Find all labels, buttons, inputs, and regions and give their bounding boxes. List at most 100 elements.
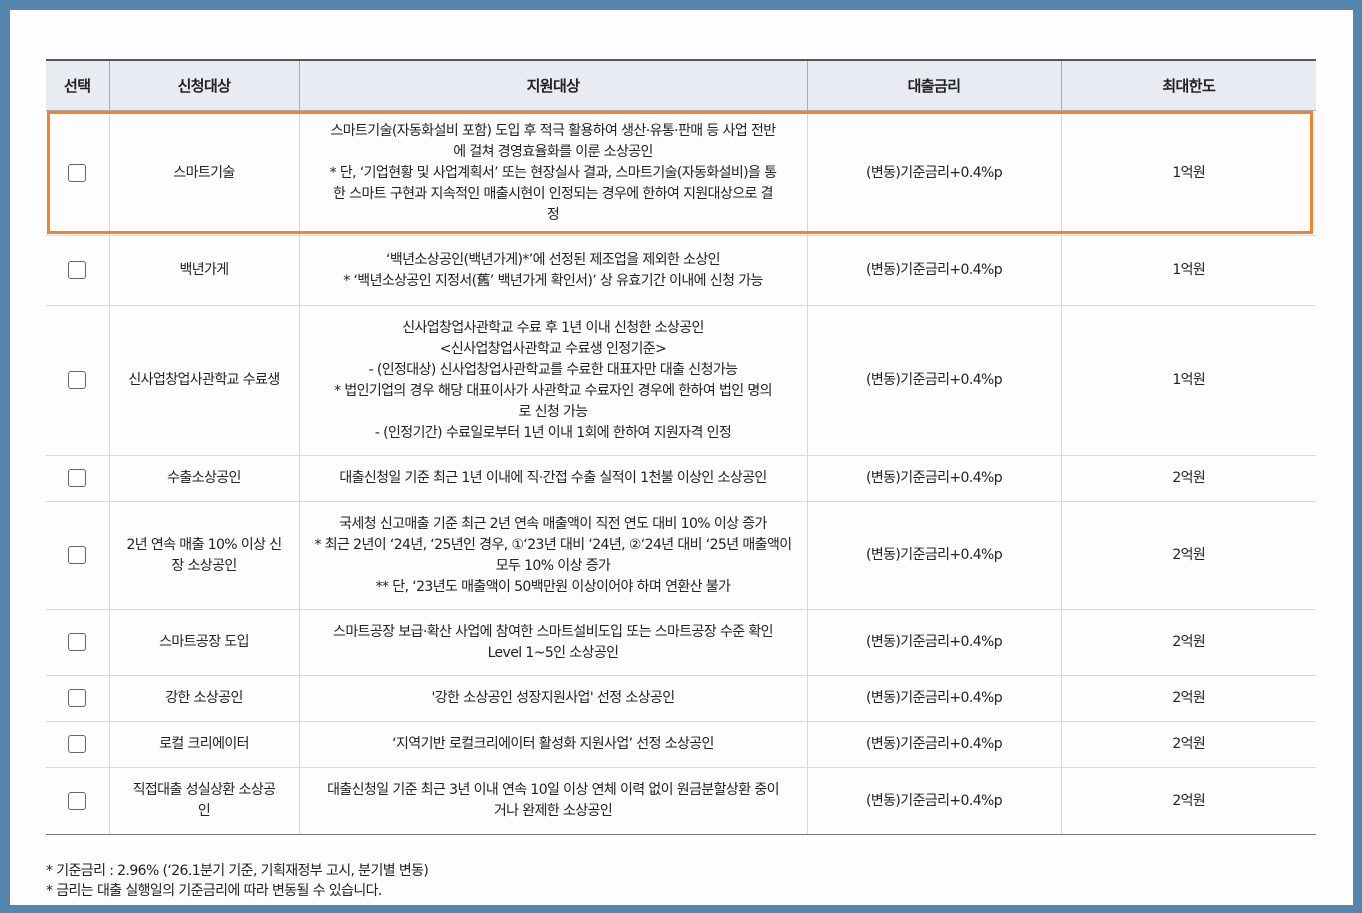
target-cell: 수출소상공인: [108, 455, 299, 502]
desc-line: 에 걸쳐 경영효율화를 이룬 소상공인: [453, 143, 653, 160]
select-cell: [46, 767, 109, 835]
desc-line: - (인정기간) 수료일로부터 1년 이내 1회에 한하여 지원자격 인정: [374, 424, 732, 441]
eligibility-cell: ‘백년소상공인(백년가게)*’에 선정된 제조업을 제외한 소상인 * ‘백년소상…: [298, 235, 807, 306]
desc-line: 로 신청 가능: [518, 403, 588, 420]
eligibility-cell: 대출신청일 기준 최근 1년 이내에 직·간접 수출 실적이 1천불 이상인 소…: [298, 455, 807, 502]
header-target: 신청대상: [108, 59, 299, 111]
row-checkbox[interactable]: [68, 469, 87, 487]
eligibility-cell: 스마트기술(자동화설비 포함) 도입 후 적극 활용하여 생산·유통·판매 등 …: [298, 110, 807, 236]
limit-cell: 2억원: [1060, 767, 1316, 835]
select-cell: [46, 110, 109, 236]
row-checkbox[interactable]: [68, 546, 87, 564]
header-eligibility: 지원대상: [298, 59, 807, 111]
row-checkbox[interactable]: [68, 689, 87, 707]
limit-cell: 2억원: [1060, 501, 1316, 610]
eligibility-cell: 대출신청일 기준 최근 3년 이내 연속 10일 이상 연체 이력 없이 원금분…: [298, 767, 807, 835]
desc-line: 신사업창업사관학교 수료 후 1년 이내 신청한 소상공인: [402, 319, 704, 336]
row-checkbox[interactable]: [68, 163, 87, 182]
desc-line: <신사업창업사관학교 수료생 인정기준>: [439, 340, 667, 357]
rate-cell: (변동)기준금리+0.4%p: [806, 501, 1061, 610]
table-row: 백년가게 ‘백년소상공인(백년가게)*’에 선정된 제조업을 제외한 소상인 * …: [46, 235, 1316, 306]
eligibility-cell: 스마트공장 보급·확산 사업에 참여한 스마트설비도입 또는 스마트공장 수준 …: [298, 609, 807, 676]
target-line: 신사업창업사관학교 수료생: [128, 372, 280, 388]
table-header: 선택 신청대상 지원대상 대출금리 최대한도: [46, 59, 1316, 111]
limit-cell: 1억원: [1060, 110, 1316, 236]
limit-cell: 2억원: [1060, 609, 1316, 676]
select-cell: [46, 721, 109, 768]
target-line: 스마트공장 도입: [159, 634, 249, 650]
desc-line: 스마트공장 보급·확산 사업에 참여한 스마트설비도입 또는 스마트공장 수준 …: [333, 623, 773, 640]
limit-cell: 1억원: [1060, 235, 1316, 306]
select-cell: [46, 455, 109, 502]
desc-line: 대출신청일 기준 최근 3년 이내 연속 10일 이상 연체 이력 없이 원금분…: [327, 782, 779, 798]
desc-line: ** 단, ‘23년도 매출액이 50백만원 이상이어야 하며 연환산 불가: [375, 578, 731, 595]
target-line: 강한 소상공인: [165, 690, 243, 706]
table-row: 신사업창업사관학교 수료생 신사업창업사관학교 수료 후 1년 이내 신청한 소…: [46, 305, 1316, 456]
target-line: 스마트기술: [173, 164, 235, 181]
limit-cell: 2억원: [1060, 455, 1316, 502]
eligibility-cell: '강한 소상공인 성장지원사업' 선정 소상공인: [298, 675, 807, 722]
header-limit: 최대한도: [1060, 59, 1316, 111]
rate-cell: (변동)기준금리+0.4%p: [806, 110, 1061, 236]
table-row: 강한 소상공인 '강한 소상공인 성장지원사업' 선정 소상공인 (변동)기준금…: [46, 675, 1316, 722]
row-checkbox[interactable]: [68, 633, 87, 651]
limit-cell: 2억원: [1060, 675, 1316, 722]
select-cell: [46, 609, 109, 676]
desc-line: * 단, ‘기업현황 및 사업계획서’ 또는 현장실사 결과, 스마트기술(자동…: [329, 164, 777, 181]
target-line: 인: [197, 803, 211, 819]
desc-line: 모두 10% 이상 증가: [495, 557, 611, 574]
loan-target-table: 선택 신청대상 지원대상 대출금리 최대한도 스마트기술 스마트기술(자동화설비…: [46, 59, 1316, 835]
select-cell: [46, 675, 109, 722]
footnote-rate-change: * 금리는 대출 실행일의 기준금리에 따라 변동될 수 있습니다.: [46, 883, 382, 899]
table-row: 수출소상공인 대출신청일 기준 최근 1년 이내에 직·간접 수출 실적이 1천…: [46, 455, 1316, 502]
desc-line: * 법인기업의 경우 해당 대표이사가 사관학교 수료자인 경우에 한하여 법인…: [334, 382, 772, 399]
desc-line: ‘백년소상공인(백년가게)*’에 선정된 제조업을 제외한 소상인: [386, 251, 721, 268]
desc-line: 정: [546, 206, 560, 223]
rate-cell: (변동)기준금리+0.4%p: [806, 305, 1061, 456]
row-checkbox[interactable]: [68, 791, 87, 810]
target-line: 2년 연속 매출 10% 이상 신: [126, 536, 282, 553]
target-cell: 신사업창업사관학교 수료생: [108, 305, 299, 456]
target-cell: 로컬 크리에이터: [108, 721, 299, 768]
eligibility-cell: 국세청 신고매출 기준 최근 2년 연속 매출액이 직전 연도 대비 10% 이…: [298, 501, 807, 610]
desc-line: - (인정대상) 신사업창업사관학교를 수료한 대표자만 대출 신청가능: [368, 361, 738, 378]
desc-line: 거나 완제한 소상공인: [493, 803, 613, 819]
table-row: 스마트기술 스마트기술(자동화설비 포함) 도입 후 적극 활용하여 생산·유통…: [46, 110, 1316, 236]
row-checkbox[interactable]: [68, 261, 87, 279]
rate-cell: (변동)기준금리+0.4%p: [806, 235, 1061, 306]
desc-line: 대출신청일 기준 최근 1년 이내에 직·간접 수출 실적이 1천불 이상인 소…: [339, 470, 767, 486]
header-select: 선택: [46, 59, 109, 111]
footnote-base-rate: * 기준금리 : 2.96% (‘26.1분기 기준, 기획재정부 고시, 분기…: [46, 863, 429, 879]
target-line: 직접대출 성실상환 소상공: [132, 782, 276, 798]
desc-line: 스마트기술(자동화설비 포함) 도입 후 적극 활용하여 생산·유통·판매 등 …: [330, 122, 776, 139]
rate-cell: (변동)기준금리+0.4%p: [806, 609, 1061, 676]
target-cell: 스마트공장 도입: [108, 609, 299, 676]
target-line: 장 소상공인: [171, 557, 237, 574]
limit-cell: 1억원: [1060, 305, 1316, 456]
select-cell: [46, 235, 109, 306]
rate-cell: (변동)기준금리+0.4%p: [806, 455, 1061, 502]
target-cell: 강한 소상공인: [108, 675, 299, 722]
eligibility-cell: 신사업창업사관학교 수료 후 1년 이내 신청한 소상공인 <신사업창업사관학교 …: [298, 305, 807, 456]
row-checkbox[interactable]: [68, 735, 87, 753]
content-panel: 선택 신청대상 지원대상 대출금리 최대한도 스마트기술 스마트기술(자동화설비…: [10, 10, 1353, 905]
table-row: 로컬 크리에이터 ‘지역기반 로컬크리에이터 활성화 지원사업’ 선정 소상공인…: [46, 721, 1316, 768]
footnotes: * 기준금리 : 2.96% (‘26.1분기 기준, 기획재정부 고시, 분기…: [46, 861, 429, 901]
target-cell: 스마트기술: [108, 110, 299, 236]
target-cell: 백년가게: [108, 235, 299, 306]
rate-cell: (변동)기준금리+0.4%p: [806, 721, 1061, 768]
select-cell: [46, 501, 109, 610]
desc-line: * ‘백년소상공인 지정서(舊’ 백년가게 확인서)’ 상 유효기간 이내에 신…: [343, 272, 763, 289]
rate-cell: (변동)기준금리+0.4%p: [806, 767, 1061, 835]
row-checkbox[interactable]: [68, 371, 87, 389]
rate-cell: (변동)기준금리+0.4%p: [806, 675, 1061, 722]
target-line: 백년가게: [179, 262, 229, 278]
header-rate: 대출금리: [806, 59, 1061, 111]
table-row: 스마트공장 도입 스마트공장 보급·확산 사업에 참여한 스마트설비도입 또는 …: [46, 609, 1316, 676]
desc-line: 국세청 신고매출 기준 최근 2년 연속 매출액이 직전 연도 대비 10% 이…: [339, 515, 767, 532]
desc-line: * 최근 2년이 ‘24년, ‘25년인 경우, ①‘23년 대비 ‘24년, …: [314, 536, 792, 553]
target-line: 로컬 크리에이터: [159, 736, 249, 752]
